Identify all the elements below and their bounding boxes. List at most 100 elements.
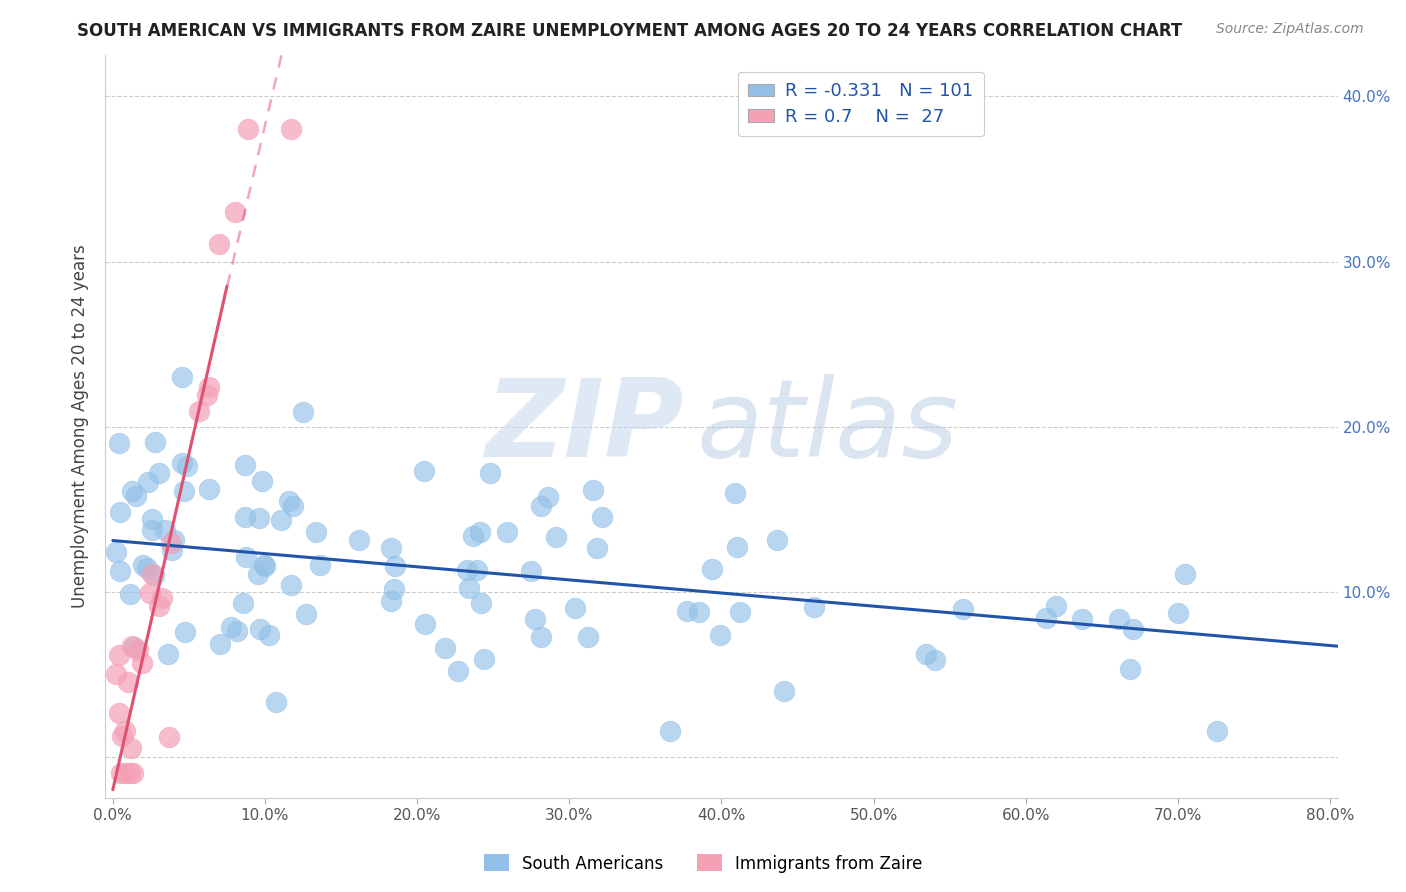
Point bbox=[461, 528, 484, 542]
Point bbox=[238, 122, 260, 136]
Point bbox=[676, 604, 699, 618]
Point bbox=[120, 587, 142, 601]
Point bbox=[114, 724, 136, 739]
Point bbox=[246, 566, 269, 581]
Point bbox=[1070, 612, 1092, 626]
Point bbox=[111, 729, 134, 743]
Point bbox=[233, 458, 256, 472]
Point bbox=[233, 510, 256, 524]
Point bbox=[124, 640, 146, 654]
Point bbox=[121, 483, 143, 498]
Point bbox=[127, 643, 149, 657]
Point bbox=[139, 585, 162, 599]
Point bbox=[153, 523, 176, 537]
Point bbox=[1119, 661, 1142, 675]
Point bbox=[174, 625, 197, 640]
Point bbox=[157, 731, 180, 745]
Text: SOUTH AMERICAN VS IMMIGRANTS FROM ZAIRE UNEMPLOYMENT AMONG AGES 20 TO 24 YEARS C: SOUTH AMERICAN VS IMMIGRANTS FROM ZAIRE … bbox=[77, 22, 1182, 40]
Point bbox=[173, 484, 195, 499]
Point bbox=[765, 533, 787, 547]
Point bbox=[131, 656, 153, 670]
Text: atlas: atlas bbox=[697, 374, 959, 479]
Point bbox=[773, 683, 796, 698]
Point bbox=[159, 536, 181, 550]
Point bbox=[257, 628, 280, 642]
Point bbox=[118, 766, 141, 780]
Point bbox=[120, 741, 142, 756]
Point bbox=[249, 622, 271, 636]
Y-axis label: Unemployment Among Ages 20 to 24 years: Unemployment Among Ages 20 to 24 years bbox=[72, 244, 89, 608]
Point bbox=[250, 474, 273, 488]
Point bbox=[1035, 611, 1057, 625]
Legend: R = -0.331   N = 101, R = 0.7    N =  27: R = -0.331 N = 101, R = 0.7 N = 27 bbox=[738, 71, 984, 136]
Point bbox=[456, 563, 478, 577]
Point bbox=[728, 606, 751, 620]
Point bbox=[136, 475, 159, 490]
Point bbox=[347, 533, 370, 547]
Point bbox=[305, 524, 328, 539]
Point bbox=[447, 664, 470, 678]
Point bbox=[576, 630, 599, 644]
Point bbox=[107, 648, 129, 662]
Point bbox=[252, 558, 274, 572]
Point bbox=[195, 388, 218, 402]
Point bbox=[413, 617, 436, 632]
Point bbox=[470, 596, 492, 610]
Point bbox=[659, 724, 682, 739]
Point bbox=[458, 581, 481, 595]
Point bbox=[219, 620, 242, 634]
Text: ZIP: ZIP bbox=[486, 374, 685, 480]
Point bbox=[280, 578, 302, 592]
Point bbox=[176, 459, 198, 474]
Point bbox=[709, 628, 731, 642]
Point bbox=[141, 566, 163, 581]
Point bbox=[295, 607, 318, 621]
Point bbox=[121, 766, 143, 780]
Point bbox=[688, 605, 710, 619]
Point bbox=[924, 653, 946, 667]
Point bbox=[725, 540, 748, 554]
Point bbox=[465, 563, 488, 577]
Point bbox=[172, 370, 194, 384]
Point bbox=[309, 558, 332, 572]
Point bbox=[582, 483, 605, 497]
Point bbox=[523, 612, 546, 626]
Point bbox=[163, 533, 186, 547]
Point bbox=[537, 491, 560, 505]
Point bbox=[132, 558, 155, 573]
Point bbox=[1121, 622, 1143, 636]
Point bbox=[254, 558, 277, 573]
Point bbox=[380, 541, 402, 555]
Point bbox=[1045, 599, 1067, 614]
Point bbox=[108, 435, 131, 450]
Point bbox=[1167, 607, 1189, 621]
Point bbox=[148, 599, 170, 614]
Point bbox=[413, 463, 436, 477]
Point bbox=[105, 666, 128, 681]
Point bbox=[380, 594, 402, 608]
Point bbox=[209, 637, 232, 651]
Point bbox=[141, 512, 163, 526]
Point bbox=[208, 236, 231, 251]
Point bbox=[114, 766, 136, 780]
Point bbox=[172, 456, 194, 470]
Point bbox=[434, 640, 457, 655]
Point bbox=[382, 582, 405, 596]
Point bbox=[520, 565, 543, 579]
Point bbox=[292, 405, 315, 419]
Point bbox=[472, 652, 495, 666]
Point bbox=[198, 482, 221, 496]
Point bbox=[495, 525, 517, 540]
Point bbox=[803, 600, 825, 615]
Point bbox=[224, 205, 246, 219]
Point bbox=[384, 558, 406, 573]
Point bbox=[141, 523, 163, 537]
Point bbox=[479, 466, 502, 480]
Point bbox=[148, 467, 170, 481]
Point bbox=[280, 122, 302, 136]
Point bbox=[110, 766, 132, 780]
Point bbox=[143, 568, 166, 582]
Point bbox=[247, 511, 270, 525]
Point bbox=[468, 525, 491, 540]
Point bbox=[530, 499, 553, 513]
